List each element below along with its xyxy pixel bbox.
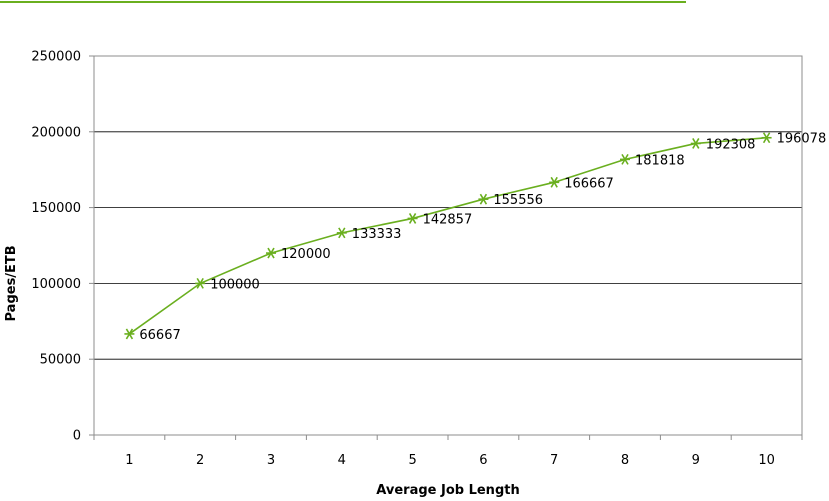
data-point xyxy=(407,213,418,224)
data-label: 155556 xyxy=(493,193,543,208)
y-tick-label: 250000 xyxy=(31,50,81,65)
data-point xyxy=(690,138,701,149)
series-line-group xyxy=(128,136,767,335)
data-point xyxy=(761,132,772,144)
series-line xyxy=(128,136,767,335)
data-label: 181818 xyxy=(635,153,685,168)
data-point xyxy=(336,227,347,239)
data-point xyxy=(124,328,135,340)
y-tick-label: 150000 xyxy=(31,201,81,216)
data-point xyxy=(620,153,630,165)
x-tick-label: 3 xyxy=(267,453,275,468)
gridlines xyxy=(94,55,802,360)
y-tick-label: 200000 xyxy=(31,125,81,140)
x-tick-label: 10 xyxy=(758,453,775,468)
x-tick-label: 5 xyxy=(408,453,416,468)
x-tick-label: 4 xyxy=(338,453,346,468)
y-tick-label: 100000 xyxy=(31,277,81,292)
data-label: 142857 xyxy=(423,212,473,227)
data-point xyxy=(478,193,489,205)
data-label: 196078 xyxy=(777,132,827,147)
data-point xyxy=(266,247,276,259)
data-label: 120000 xyxy=(281,247,331,262)
y-tick-label: 0 xyxy=(73,429,81,444)
data-label: 166667 xyxy=(564,176,614,191)
data-label: 66667 xyxy=(139,328,180,343)
x-tick-label: 8 xyxy=(621,453,629,468)
data-labels: 66667 100000 120000 133333 142857 155556 16666… xyxy=(139,132,826,343)
x-tick-label: 7 xyxy=(550,453,558,468)
x-axis-title: Average Job Length xyxy=(376,483,519,498)
data-points xyxy=(124,132,772,340)
data-label: 100000 xyxy=(210,277,260,292)
x-tick-label: 9 xyxy=(692,453,700,468)
x-tick-label: 6 xyxy=(479,453,487,468)
x-axis: 1 2 3 4 5 6 7 8 9 10 xyxy=(93,434,803,468)
x-tick-label: 1 xyxy=(125,453,133,468)
data-label: 192308 xyxy=(706,137,756,152)
y-axis-title: Pages/ETB xyxy=(4,245,19,321)
plot-area xyxy=(93,55,803,436)
data-point xyxy=(195,277,206,289)
x-tick-label: 2 xyxy=(196,453,204,468)
y-axis: 0 50000 100000 150000 200000 250000 xyxy=(31,50,94,444)
data-label: 133333 xyxy=(352,227,402,242)
y-tick-label: 50000 xyxy=(40,353,81,368)
data-point xyxy=(549,176,560,188)
